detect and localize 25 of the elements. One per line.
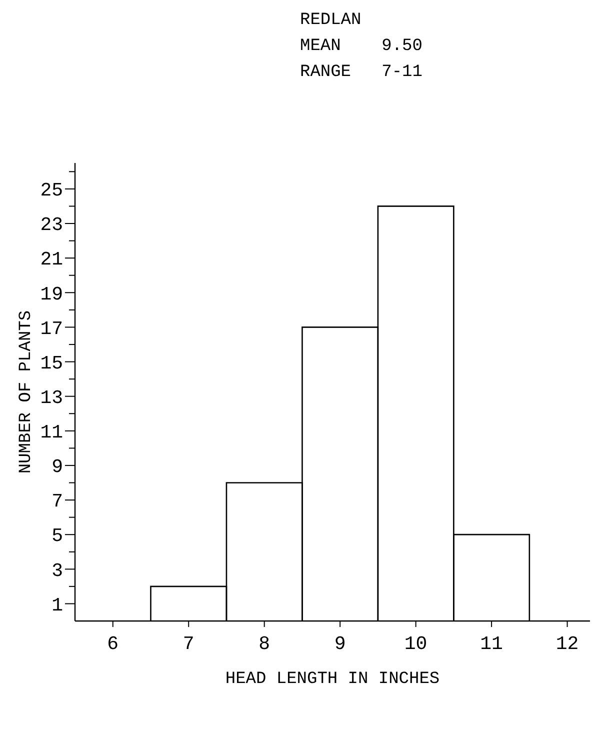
y-tick-label: 19 xyxy=(40,283,63,306)
y-tick-label: 17 xyxy=(40,318,63,340)
y-tick-label: 1 xyxy=(52,594,63,616)
x-tick-label: 8 xyxy=(258,633,270,655)
y-tick-label: 15 xyxy=(40,352,63,374)
y-tick-label: 11 xyxy=(40,422,63,444)
x-tick-label: 11 xyxy=(480,633,503,655)
x-tick-label: 12 xyxy=(556,633,579,655)
x-tick-label: 7 xyxy=(182,633,194,655)
y-tick-label: 21 xyxy=(40,248,63,271)
y-tick-label: 13 xyxy=(40,386,63,409)
y-axis-title: NUMBER OF PLANTS xyxy=(17,310,36,474)
x-tick-label: 10 xyxy=(404,633,428,655)
y-tick-label: 9 xyxy=(52,456,63,478)
text: RANGE 7-11 xyxy=(300,63,422,82)
x-axis-title: HEAD LENGTH IN INCHES xyxy=(225,670,440,689)
text: REDLAN xyxy=(300,11,362,30)
text: MEAN 9.50 xyxy=(300,37,422,56)
x-tick-label: 9 xyxy=(334,633,346,655)
y-tick-label: 7 xyxy=(52,490,63,513)
y-tick-label: 3 xyxy=(52,560,63,582)
x-tick-label: 6 xyxy=(107,633,119,655)
y-tick-label: 23 xyxy=(40,214,63,236)
y-tick-label: 25 xyxy=(40,180,63,202)
y-tick-label: 5 xyxy=(52,525,63,548)
